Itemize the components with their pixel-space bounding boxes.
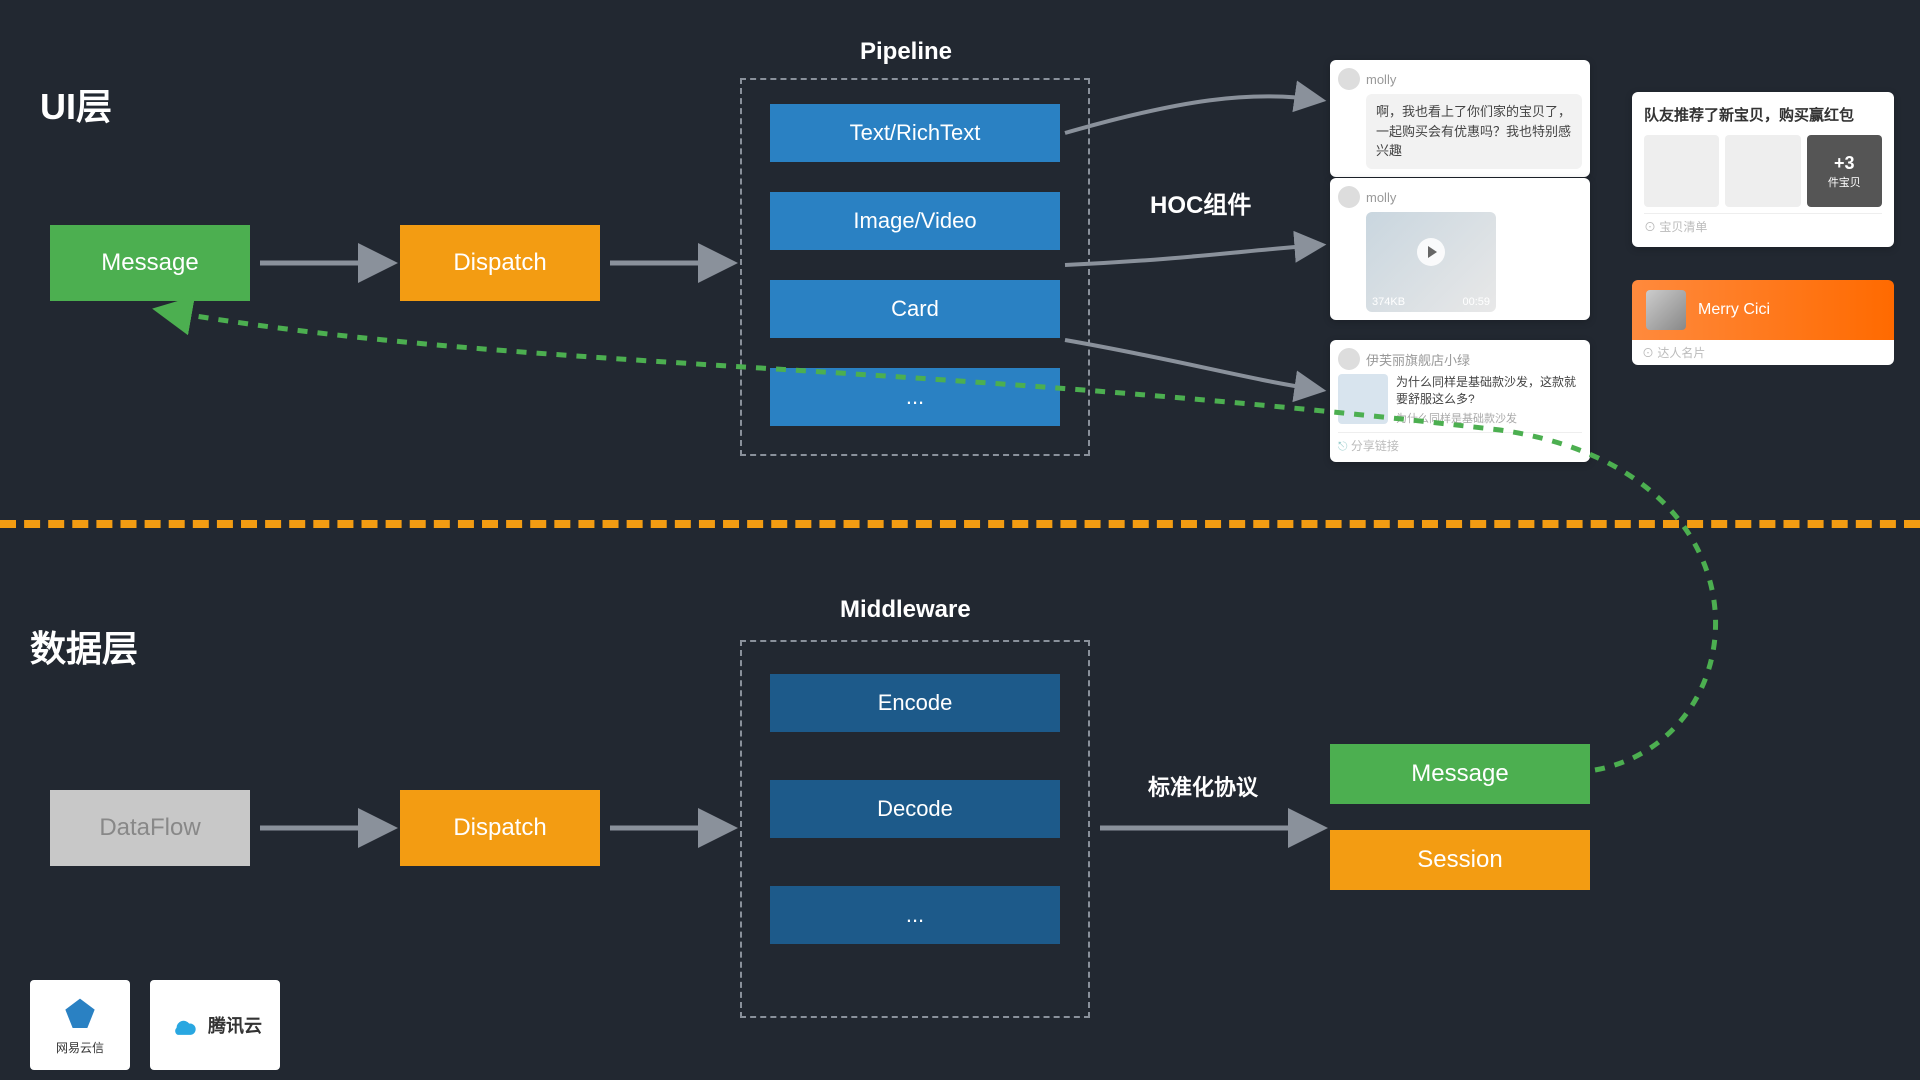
hoc-share-card: 伊芙丽旗舰店小绿 为什么同样是基础款沙发，这款就要舒服这么多? 为什么同样是基础…	[1330, 340, 1590, 462]
pipeline-item-text: Text/RichText	[770, 104, 1060, 162]
ui-message-box: Message	[50, 225, 250, 301]
hoc-share-user: 伊芙丽旗舰店小绿	[1366, 350, 1470, 369]
tencent-logo-label: 腾讯云	[208, 1012, 262, 1038]
middleware-title: Middleware	[840, 596, 971, 624]
standard-protocol-label: 标准化协议	[1148, 770, 1258, 802]
middleware-item-more: ...	[770, 886, 1060, 944]
netease-logo-label: 网易云信	[56, 1039, 104, 1056]
hoc-recommend-footer: 宝贝清单	[1659, 220, 1707, 234]
data-layer-title: 数据层	[30, 620, 138, 672]
hoc-text-card: molly 啊，我也看上了你们家的宝贝了，一起购买会有优惠吗？我也特别感兴趣	[1330, 60, 1590, 177]
hoc-video-user: molly	[1366, 190, 1396, 205]
hoc-share-footer: 分享链接	[1351, 439, 1399, 453]
middleware-item-decode: Decode	[770, 780, 1060, 838]
ui-layer-title: UI层	[40, 78, 112, 130]
hoc-video-size: 374KB	[1372, 296, 1405, 308]
hoc-recommend-card: 队友推荐了新宝贝，购买赢红包 +3 件宝贝 ⊙ 宝贝清单	[1632, 92, 1894, 247]
hoc-text-user: molly	[1366, 72, 1396, 87]
pipeline-item-image: Image/Video	[770, 192, 1060, 250]
dataflow-box: DataFlow	[50, 790, 250, 866]
hoc-recommend-badgesub: 件宝贝	[1828, 174, 1861, 190]
data-dispatch-box: Dispatch	[400, 790, 600, 866]
hoc-video-card: molly 374KB 00:59	[1330, 178, 1590, 320]
hoc-recommend-badge: +3	[1834, 153, 1855, 174]
tencent-logo: 腾讯云	[150, 980, 280, 1070]
data-message-box: Message	[1330, 744, 1590, 804]
hoc-recommend-title: 队友推荐了新宝贝，购买赢红包	[1644, 104, 1882, 125]
hoc-merry-footer: ⊙ 达人名片	[1632, 340, 1894, 365]
hoc-share-line2: 为什么同样是基础款沙发	[1396, 410, 1582, 426]
middleware-item-encode: Encode	[770, 674, 1060, 732]
pipeline-item-more: ...	[770, 368, 1060, 426]
netease-logo: 网易云信	[30, 980, 130, 1070]
hoc-title: HOC组件	[1150, 185, 1251, 220]
hoc-share-line1: 为什么同样是基础款沙发，这款就要舒服这么多?	[1396, 374, 1582, 408]
layer-divider	[0, 520, 1920, 528]
pipeline-item-card: Card	[770, 280, 1060, 338]
data-session-box: Session	[1330, 830, 1590, 890]
hoc-merry-name: Merry Cici	[1698, 301, 1770, 319]
ui-dispatch-box: Dispatch	[400, 225, 600, 301]
hoc-video-time: 00:59	[1462, 296, 1490, 308]
pipeline-title: Pipeline	[860, 38, 952, 66]
hoc-merry-card: Merry Cici	[1632, 280, 1894, 340]
hoc-text-bubble: 啊，我也看上了你们家的宝贝了，一起购买会有优惠吗？我也特别感兴趣	[1366, 94, 1582, 169]
